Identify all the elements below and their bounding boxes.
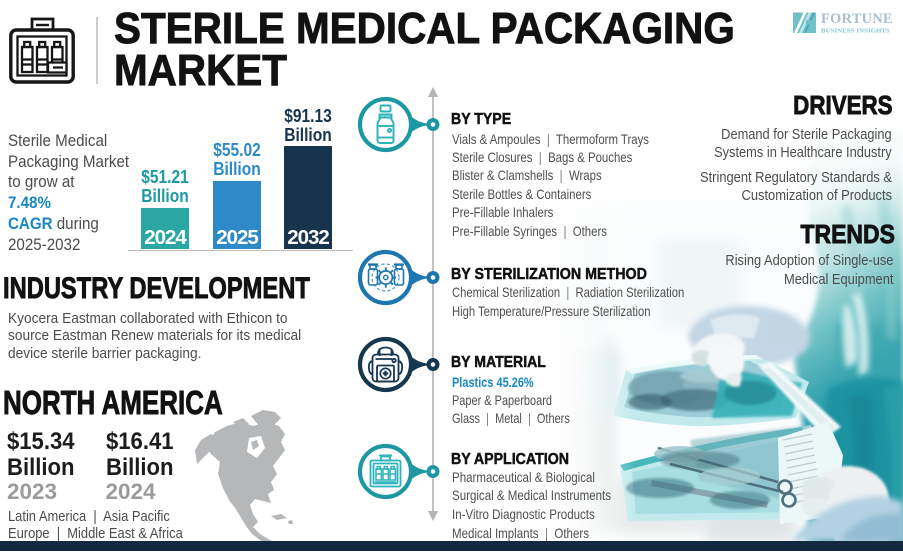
svg-text:BUSINESS INSIGHTS: BUSINESS INSIGHTS	[821, 28, 890, 35]
svg-text:FORTUNE: FORTUNE	[821, 12, 893, 27]
